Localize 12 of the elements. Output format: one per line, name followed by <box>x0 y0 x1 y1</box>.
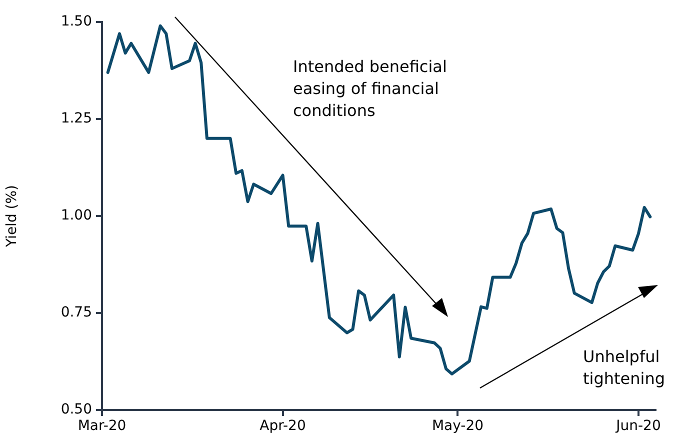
y-tick-label: 1.50 <box>60 14 92 30</box>
x-tick-label: Jun-20 <box>615 418 661 434</box>
annotation: Intended beneficial easing of financial conditions <box>293 56 448 122</box>
annotation: Unhelpful tightening <box>583 346 666 390</box>
y-tick-label: 1.25 <box>60 110 92 127</box>
y-tick-label: 0.75 <box>60 304 92 321</box>
y-tick-label: 0.50 <box>60 402 92 418</box>
x-tick-label: Mar-20 <box>78 418 126 434</box>
y-axis-title: Yield (%) <box>4 184 20 248</box>
y-tick-label: 1.00 <box>60 208 92 224</box>
x-tick-label: Apr-20 <box>260 418 306 434</box>
x-tick-label: May-20 <box>432 418 484 434</box>
